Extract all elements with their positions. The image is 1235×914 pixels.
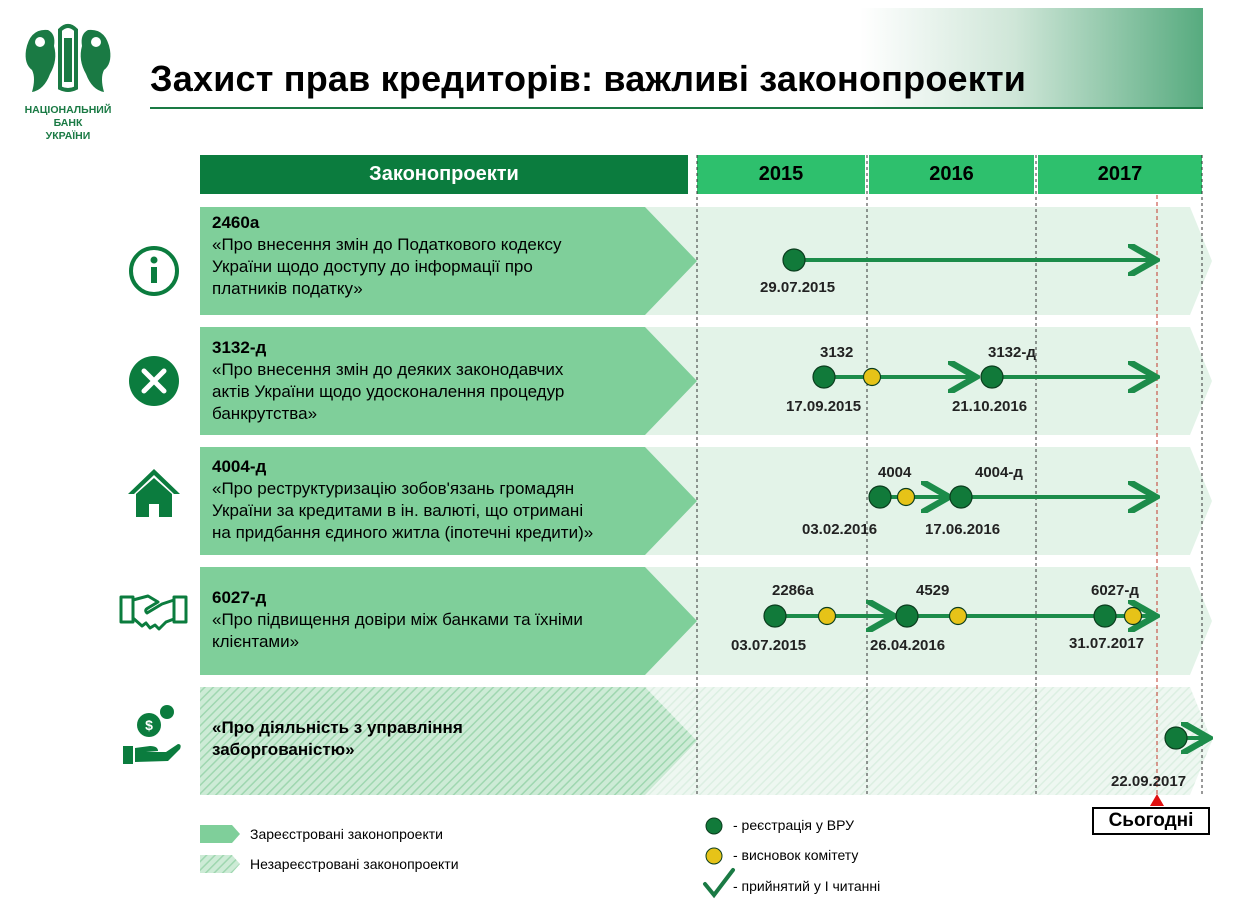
event-date: 17.09.2015 <box>786 398 862 415</box>
bill-row-6027d: 6027-д «Про підвищення довіри між банкам… <box>212 587 583 653</box>
page-title: Захист прав кредиторів: важливі законопр… <box>150 58 1027 99</box>
bill-title: на придбання єдиного житла (іпотечні кре… <box>212 523 594 542</box>
bank-name: НАЦІОНАЛЬНИЙ БАНК УКРАЇНИ <box>14 104 122 143</box>
legend-committee-dot <box>705 847 723 865</box>
handshake-icon <box>119 594 188 631</box>
year-header-2015: 2015 <box>697 155 865 194</box>
bill-code: 3132-д <box>212 338 267 357</box>
registration-dot <box>1164 726 1188 750</box>
legend-unregistered-swatch <box>200 855 240 873</box>
year-separators <box>696 155 1203 795</box>
registration-dot <box>1093 604 1117 628</box>
bill-title: заборгованістю» <box>212 740 355 759</box>
row-label-chevron <box>200 687 697 795</box>
registration-dot <box>980 365 1004 389</box>
money-hand-icon <box>123 705 181 764</box>
event-label: 4004 <box>878 464 912 481</box>
year-header-2017: 2017 <box>1038 155 1202 194</box>
bank-name-line: УКРАЇНИ <box>45 130 91 142</box>
event-date: 21.10.2016 <box>952 398 1028 415</box>
bill-title: клієнтами» <box>212 632 300 651</box>
registration-dot <box>868 485 892 509</box>
bank-name-line: НАЦІОНАЛЬНИЙ <box>24 104 112 116</box>
bill-title: банкрутства» <box>212 404 318 423</box>
bill-code: 6027-д <box>212 588 267 607</box>
registration-dot <box>895 604 919 628</box>
svg-text:$: $ <box>145 717 153 733</box>
title-underline <box>150 107 1203 109</box>
today-label: Сьогодні <box>1092 807 1210 835</box>
event-label: 6027-д <box>1091 582 1139 599</box>
bill-title: «Про підвищення довіри між банками та їх… <box>212 610 583 629</box>
legend-first-reading-label: - прийнятий у І читанні <box>733 878 881 894</box>
legend-registered-label: Зареєстровані законопроекти <box>250 826 443 842</box>
committee-dot <box>948 606 968 626</box>
bill-code: 2460а <box>212 213 260 232</box>
registration-dot <box>949 485 973 509</box>
registration-dot <box>812 365 836 389</box>
registration-dot <box>763 604 787 628</box>
bills-column-header: Законопроекти <box>200 155 688 194</box>
bill-title: України щодо доступу до інформації про <box>212 257 533 276</box>
event-label: 4529 <box>916 582 950 599</box>
bill-row-3132d: 3132-д «Про внесення змін до деяких зако… <box>212 337 564 425</box>
bill-title: «Про внесення змін до деяких законодавчи… <box>212 360 564 379</box>
committee-dot <box>862 367 882 387</box>
event-date: 26.04.2016 <box>870 637 946 654</box>
bill-title: «Про діяльність з управління <box>212 718 463 737</box>
house-icon <box>128 469 180 517</box>
title-gradient-band <box>860 8 1203 108</box>
bill-row-2460a: 2460а «Про внесення змін до Податкового … <box>212 212 562 300</box>
legend-registration-label: - реєстрація у ВРУ <box>733 817 855 833</box>
event-date: 03.07.2015 <box>731 637 807 654</box>
event-date: 31.07.2017 <box>1069 635 1145 652</box>
bank-name-line: БАНК <box>53 117 83 129</box>
registration-dot <box>782 248 806 272</box>
legend-unregistered-label: Незареєстровані законопроекти <box>250 856 459 872</box>
event-label: 2286а <box>772 582 814 599</box>
bill-title: «Про внесення змін до Податкового кодекс… <box>212 235 562 254</box>
info-icon <box>129 246 179 296</box>
event-label: 3132 <box>820 344 854 361</box>
legend-committee-label: - висновок комітету <box>733 847 859 863</box>
legend-registration-dot <box>705 817 723 835</box>
event-date: 22.09.2017 <box>1111 773 1187 790</box>
row-label-chevron <box>200 567 697 675</box>
event-date: 29.07.2015 <box>760 279 836 296</box>
bill-title: України за кредитами в ін. валюті, що от… <box>212 501 584 520</box>
committee-dot <box>1123 606 1143 626</box>
row-label-chevron <box>200 327 697 435</box>
committee-dot <box>896 487 916 507</box>
legend-registered-swatch <box>200 825 240 843</box>
cross-icon <box>129 356 179 406</box>
event-date: 03.02.2016 <box>802 521 878 538</box>
today-triangle <box>1150 794 1164 806</box>
bill-title: «Про реструктуризацію зобов'язань громад… <box>212 479 575 498</box>
row-label-chevron <box>200 207 697 315</box>
row-label-chevron <box>200 447 697 555</box>
bill-code: 4004-д <box>212 457 267 476</box>
bill-row-4004d: 4004-д «Про реструктуризацію зобов'язань… <box>212 456 593 544</box>
committee-dot <box>817 606 837 626</box>
legend-check-icon <box>703 868 735 899</box>
bill-title: платників податку» <box>212 279 363 298</box>
event-date: 17.06.2016 <box>925 521 1001 538</box>
year-header-2016: 2016 <box>869 155 1034 194</box>
row-backgrounds <box>200 207 1212 795</box>
event-label: 4004-д <box>975 464 1023 481</box>
bill-title: актів України щодо удосконалення процеду… <box>212 382 565 401</box>
nbu-logo-icon <box>25 24 111 92</box>
bill-row-debt-management: «Про діяльність з управління заборговані… <box>212 717 463 761</box>
event-label: 3132-д <box>988 344 1036 361</box>
